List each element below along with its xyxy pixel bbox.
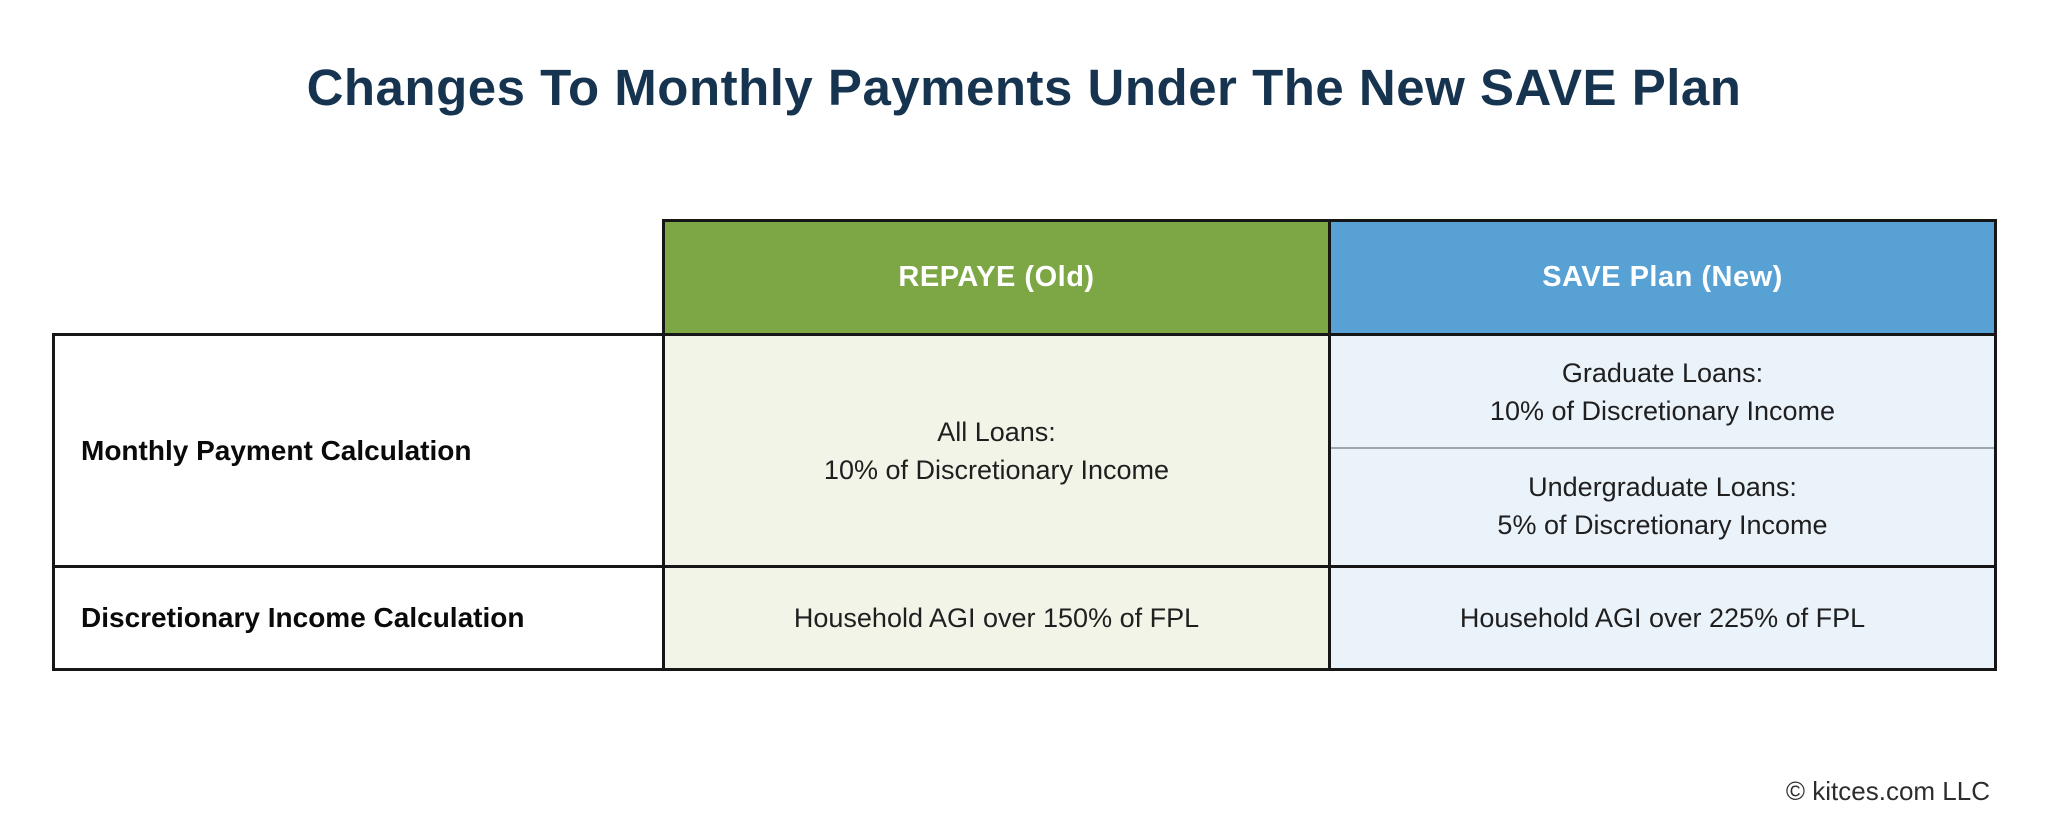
subcell-undergraduate-loans: Undergraduate Loans: 5% of Discretionary… — [1331, 449, 1994, 562]
row-label-discretionary-income: Discretionary Income Calculation — [52, 565, 665, 671]
comparison-table: REPAYE (Old) SAVE Plan (New) Monthly Pay… — [52, 219, 1997, 671]
header-row: REPAYE (Old) SAVE Plan (New) — [54, 219, 1997, 336]
column-header-repaye: REPAYE (Old) — [662, 219, 1331, 336]
save-subrow-stack: Graduate Loans: 10% of Discretionary Inc… — [1331, 336, 1994, 562]
row-label-monthly-payment: Monthly Payment Calculation — [52, 333, 665, 568]
cell-repaye-discretionary-income: Household AGI over 150% of FPL — [662, 565, 1331, 671]
cell-text-line: All Loans: — [937, 416, 1056, 447]
column-header-save: SAVE Plan (New) — [1328, 219, 1997, 336]
cell-text-line: 5% of Discretionary Income — [1497, 509, 1828, 540]
cell-text-line: 10% of Discretionary Income — [823, 454, 1170, 485]
cell-save-discretionary-income: Household AGI over 225% of FPL — [1328, 565, 1997, 671]
copyright-text: © kitces.com LLC — [1785, 776, 1990, 806]
cell-repaye-monthly-payment: All Loans: 10% of Discretionary Income — [662, 333, 1331, 568]
cell-save-monthly-payment: Graduate Loans: 10% of Discretionary Inc… — [1328, 333, 1997, 568]
table-row-monthly-payment: Monthly Payment Calculation All Loans: 1… — [52, 333, 1997, 568]
cell-text-line: Graduate Loans: — [1561, 357, 1764, 388]
cell-text-line: 10% of Discretionary Income — [1489, 395, 1836, 426]
cell-text-line: Undergraduate Loans: — [1528, 471, 1797, 502]
table-row-discretionary-income: Discretionary Income Calculation Househo… — [52, 565, 1997, 671]
page-title: Changes To Monthly Payments Under The Ne… — [306, 59, 1742, 116]
corner-spacer — [54, 221, 664, 335]
subcell-graduate-loans: Graduate Loans: 10% of Discretionary Inc… — [1331, 336, 1994, 449]
